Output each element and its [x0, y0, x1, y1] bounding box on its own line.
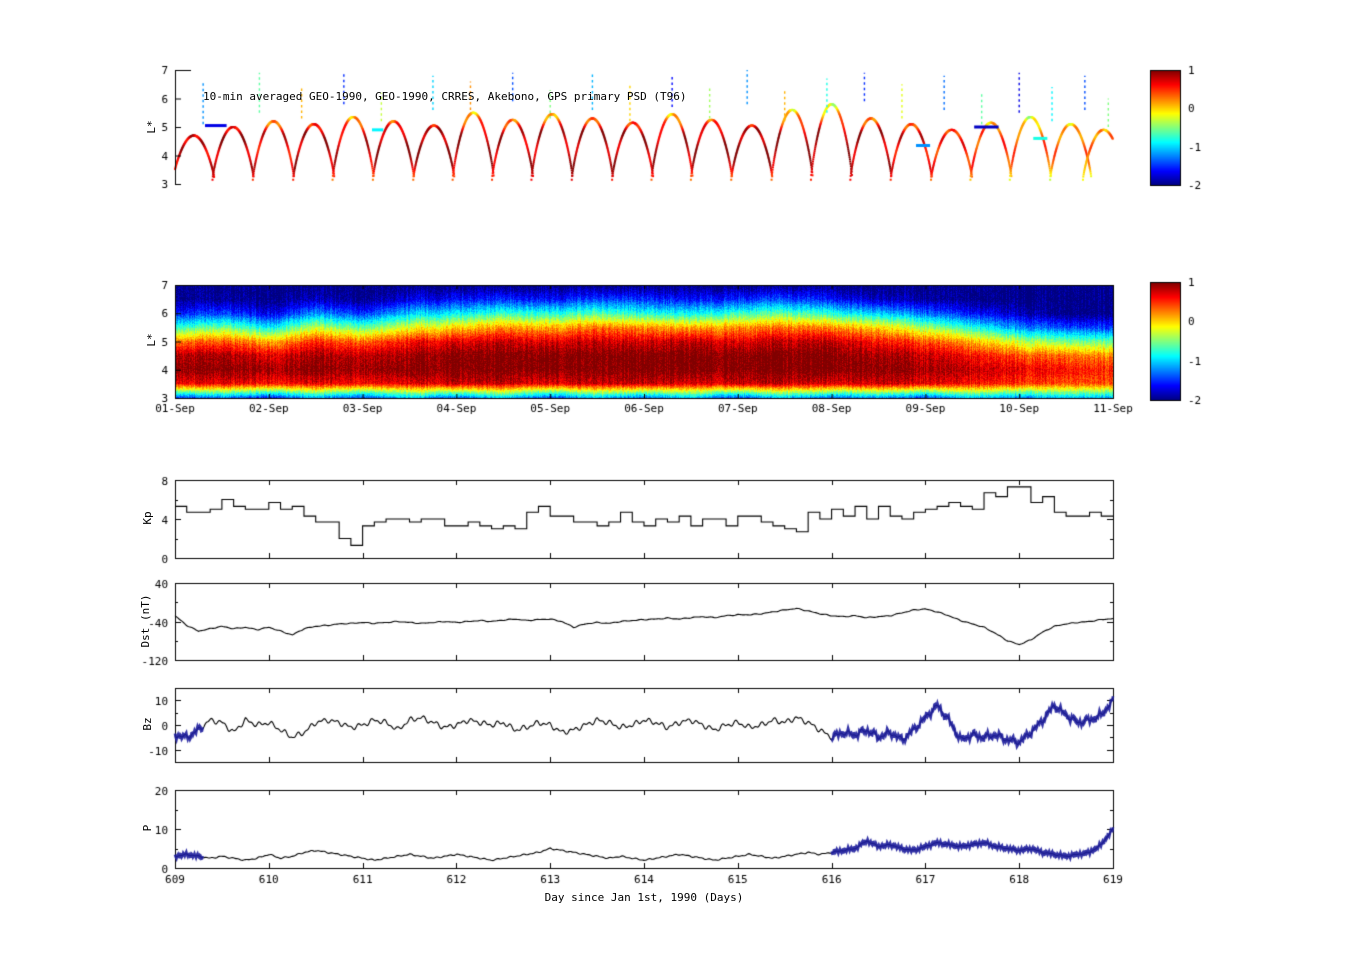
- panel-bz: [175, 688, 1113, 762]
- panel1-title: 10-min averaged GEO-1990, GEO-1990, CRRE…: [203, 90, 687, 103]
- panel2-ylabel: L*: [145, 333, 158, 347]
- bz-ylabel: Bz: [141, 717, 154, 731]
- dst-ylabel: Dst (nT): [139, 594, 152, 648]
- x-axis-label: Day since Jan 1st, 1990 (Days): [544, 891, 744, 904]
- panel-psd-heatmap: [175, 285, 1113, 398]
- p-ylabel: P: [141, 824, 154, 832]
- panel-p: [175, 790, 1113, 868]
- panel1-ylabel: L*: [145, 120, 158, 134]
- panel-kp: [175, 480, 1113, 558]
- colorbar-psd-heatmap: [1150, 282, 1180, 400]
- panel-psd-scatter: [175, 70, 1113, 184]
- panel-dst: [175, 583, 1113, 660]
- kp-ylabel: Kp: [141, 511, 154, 525]
- colorbar-psd-scatter: [1150, 70, 1180, 185]
